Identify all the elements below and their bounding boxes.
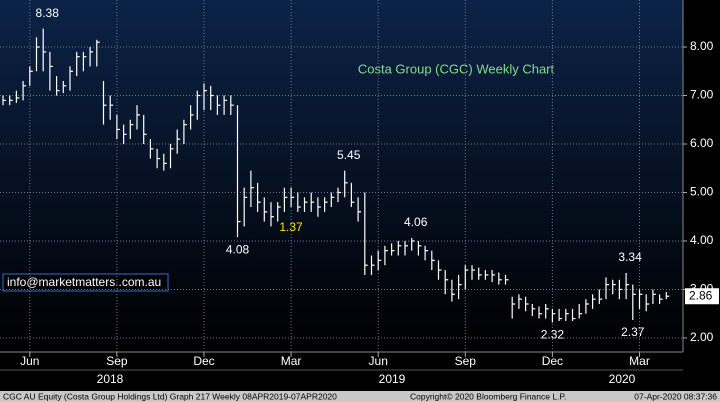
x-tick-label: Sep xyxy=(106,354,128,368)
x-tick-label: Jun xyxy=(20,354,39,368)
y-tick-label: 5.00 xyxy=(690,185,714,199)
low-label: 2.37 xyxy=(621,325,645,339)
y-tick-label: 2.00 xyxy=(690,330,714,344)
x-tick-label: Mar xyxy=(281,354,302,368)
x-tick-label: Dec xyxy=(542,354,563,368)
y-tick-label: 8.00 xyxy=(690,39,714,53)
watermark-box xyxy=(2,273,169,292)
last-price-box xyxy=(685,288,719,305)
x-group-label: 2018 xyxy=(97,372,124,386)
high-label: 3.34 xyxy=(618,250,642,264)
footer-bar xyxy=(0,391,720,402)
y-tick-label: 6.00 xyxy=(690,136,714,150)
x-tick-label: Jun xyxy=(369,354,388,368)
high-label: 8.38 xyxy=(36,6,60,20)
chart-title: Costa Group (CGC) Weekly Chart xyxy=(358,61,555,76)
plot-area xyxy=(0,0,683,352)
x-tick-label: Mar xyxy=(629,354,650,368)
watermark: info@marketmatters..com.au xyxy=(7,275,161,289)
low-label: 4.08 xyxy=(226,242,250,256)
x-group-label: 2020 xyxy=(609,372,636,386)
y-tick-label: 4.00 xyxy=(690,233,714,247)
footer-left: CGC AU Equity (Costa Group Holdings Ltd)… xyxy=(3,391,337,401)
y-tick-label: 7.00 xyxy=(690,88,714,102)
high-label: 5.45 xyxy=(337,148,361,162)
x-tick-label: Sep xyxy=(455,354,477,368)
x-tick-label: Dec xyxy=(193,354,214,368)
footer-center: Copyright© 2020 Bloomberg Finance L.P. xyxy=(410,391,566,401)
low-label: 2.32 xyxy=(541,328,565,342)
x-group-label: 2019 xyxy=(379,372,406,386)
annotation: 1.37 xyxy=(279,220,303,234)
last-price: 2.86 xyxy=(689,288,713,302)
high-label: 4.06 xyxy=(404,215,428,229)
footer-right: 07-Apr-2020 08:37:36 xyxy=(634,391,717,401)
